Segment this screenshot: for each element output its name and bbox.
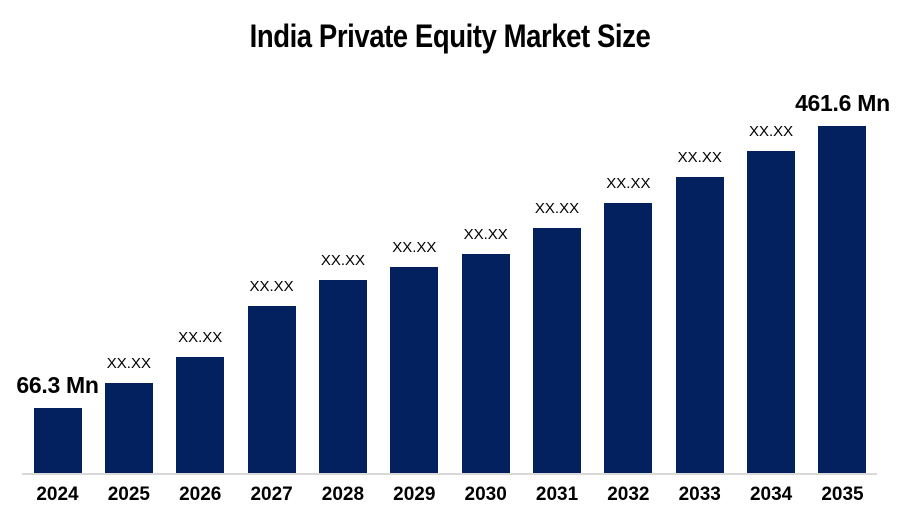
bar-value-label-2025: XX.XX [106,355,151,372]
bar-2031 [533,228,582,473]
bar-value-label-2024: 66.3 Mn [16,372,99,398]
x-axis-label-2031: 2031 [535,484,579,505]
bar-value-label-2033: XX.XX [677,149,722,166]
bar-2028 [318,280,367,473]
x-axis-label-2024: 2024 [36,484,79,505]
bar-2024 [33,408,82,473]
bar-2033 [675,177,724,473]
x-axis-label-2026: 2026 [179,484,222,505]
x-axis-label-2030: 2030 [464,484,507,505]
x-axis-label-2032: 2032 [607,484,650,505]
x-axis-label-2025: 2025 [107,484,150,505]
bar-value-label-2035: 461.6 Mn [795,90,890,116]
bar-value-label-2028: XX.XX [320,252,366,269]
bar-2027 [247,306,296,473]
x-axis-line [22,473,877,475]
bar-2025 [104,383,153,473]
bar-2029 [390,267,439,473]
bar-2034 [747,151,796,473]
bar-2026 [176,357,225,473]
x-axis-label-2034: 2034 [749,484,793,505]
bar-value-label-2030: XX.XX [463,226,508,243]
x-axis-label-2027: 2027 [250,484,293,505]
bar-value-label-2032: XX.XX [606,175,651,192]
bar-2032 [604,203,653,473]
chart-title-text: India Private Equity Market Size [249,18,651,54]
x-axis-label-2028: 2028 [321,484,365,505]
bar-value-label-2034: XX.XX [749,123,794,140]
bar-value-label-2027: XX.XX [249,278,294,295]
x-axis-label-2033: 2033 [678,484,721,505]
x-axis-label-2029: 2029 [393,484,436,505]
bar-2035 [818,126,867,473]
bar-value-label-2031: XX.XX [534,200,580,217]
chart-title: India Private Equity Market Size [0,18,900,55]
bar-value-label-2029: XX.XX [392,239,437,256]
bar-value-label-2026: XX.XX [178,329,223,346]
x-axis-label-2035: 2035 [821,484,864,505]
bar-2030 [461,254,510,473]
